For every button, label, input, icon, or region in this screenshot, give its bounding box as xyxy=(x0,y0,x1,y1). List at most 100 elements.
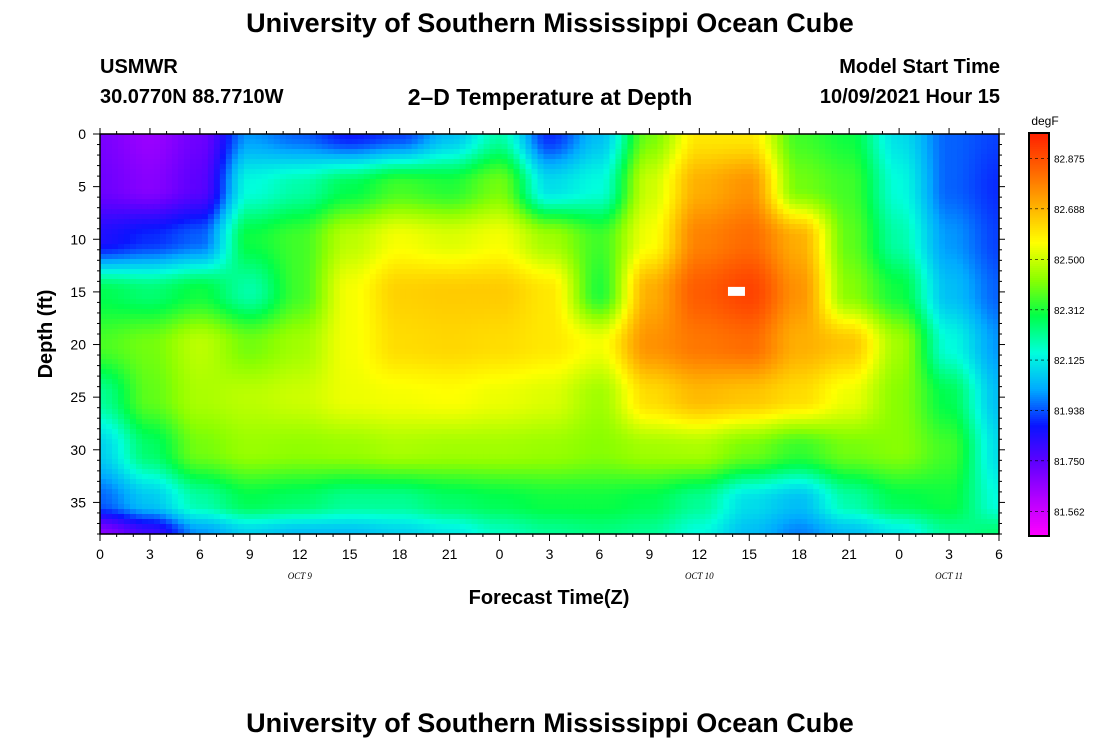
heatmap-cell xyxy=(939,214,946,220)
heatmap-cell xyxy=(321,259,329,265)
heatmap-cell xyxy=(795,209,802,215)
heatmap-cell xyxy=(537,269,545,275)
heatmap-cell xyxy=(849,269,856,275)
heatmap-cell xyxy=(681,209,688,215)
heatmap-cell xyxy=(237,184,245,190)
heatmap-cell xyxy=(171,239,179,245)
heatmap-cell xyxy=(363,204,371,210)
heatmap-cell xyxy=(747,224,754,230)
heatmap-cell xyxy=(387,274,395,280)
heatmap-cell xyxy=(363,169,371,175)
heatmap-cell xyxy=(615,149,623,155)
heatmap-cell xyxy=(915,224,922,230)
heatmap-cell xyxy=(615,164,623,170)
heatmap-cell xyxy=(621,249,629,255)
heatmap-cell xyxy=(927,274,934,280)
heatmap-cell xyxy=(147,229,155,235)
heatmap-cell xyxy=(585,204,593,210)
heatmap-cell xyxy=(279,184,287,190)
heatmap-cell xyxy=(885,214,892,220)
heatmap-cell xyxy=(309,179,317,185)
heatmap-cell xyxy=(291,229,299,235)
heatmap-cell xyxy=(909,259,916,265)
heatmap-cell xyxy=(951,289,958,295)
heatmap-cell xyxy=(351,239,359,245)
heatmap-cell xyxy=(549,279,557,285)
heatmap-cell xyxy=(477,134,485,140)
heatmap-cell xyxy=(303,254,311,260)
heatmap-cell xyxy=(579,189,587,195)
heatmap-cell xyxy=(213,254,221,260)
heatmap-cell xyxy=(675,279,682,285)
heatmap-cell xyxy=(537,214,545,220)
heatmap-cell xyxy=(771,204,778,210)
heatmap-cell xyxy=(993,244,1000,250)
heatmap-cell xyxy=(681,164,688,170)
heatmap-cell xyxy=(249,189,257,195)
heatmap-cell xyxy=(369,214,377,220)
heatmap-cell xyxy=(405,254,413,260)
heatmap-cell xyxy=(453,164,461,170)
heatmap-cell xyxy=(219,289,227,295)
heatmap-cell xyxy=(429,254,437,260)
heatmap-cell xyxy=(297,149,305,155)
heatmap-cell xyxy=(105,284,113,290)
heatmap-cell xyxy=(621,219,629,225)
heatmap-cell xyxy=(663,249,670,255)
heatmap-cell xyxy=(405,139,413,145)
heatmap-cell xyxy=(789,174,796,180)
heatmap-cell xyxy=(345,229,353,235)
heatmap-cell xyxy=(657,209,664,215)
heatmap-cell xyxy=(201,239,209,245)
heatmap-cell xyxy=(435,269,443,275)
heatmap-cell xyxy=(837,279,844,285)
heatmap-cell xyxy=(387,179,395,185)
heatmap-cell xyxy=(159,184,167,190)
heatmap-cell xyxy=(477,244,485,250)
heatmap-cell xyxy=(543,169,551,175)
heatmap-cell xyxy=(615,209,623,215)
heatmap-cell xyxy=(897,164,904,170)
heatmap-cell xyxy=(981,284,988,290)
heatmap-cell xyxy=(801,274,808,280)
heatmap-cell xyxy=(735,254,742,260)
heatmap-cell xyxy=(861,224,868,230)
heatmap-cell xyxy=(411,239,419,245)
heatmap-cell xyxy=(615,194,623,200)
heatmap-cell xyxy=(813,134,820,140)
heatmap-cell xyxy=(327,279,335,285)
heatmap-cell xyxy=(165,134,173,140)
heatmap-cell xyxy=(105,249,113,255)
heatmap-cell xyxy=(777,144,784,150)
heatmap-cell xyxy=(975,204,982,210)
heatmap-cell xyxy=(471,179,479,185)
heatmap-cell xyxy=(909,214,916,220)
heatmap-cell xyxy=(501,284,509,290)
heatmap-cell xyxy=(459,199,467,205)
heatmap-cell xyxy=(699,284,706,290)
heatmap-cell xyxy=(705,179,712,185)
heatmap-cell xyxy=(747,214,754,220)
heatmap-cell xyxy=(333,284,341,290)
heatmap-cell xyxy=(591,134,599,140)
heatmap-cell xyxy=(249,254,257,260)
heatmap-cell xyxy=(117,289,125,295)
heatmap-cell xyxy=(537,279,545,285)
heatmap-cell xyxy=(879,144,886,150)
heatmap-cell xyxy=(489,279,497,285)
heatmap-cell xyxy=(711,134,718,140)
heatmap-cell xyxy=(837,259,844,265)
heatmap-cell xyxy=(801,209,808,215)
heatmap-cell xyxy=(879,239,886,245)
heatmap-cell xyxy=(417,279,425,285)
heatmap-cell xyxy=(375,139,383,145)
heatmap-cell xyxy=(963,254,970,260)
heatmap-cell xyxy=(663,164,670,170)
heatmap-cell xyxy=(525,249,533,255)
heatmap-cell xyxy=(471,259,479,265)
heatmap-cell xyxy=(303,199,311,205)
heatmap-cell xyxy=(501,244,509,250)
heatmap-cell xyxy=(375,214,383,220)
heatmap-cell xyxy=(423,179,431,185)
heatmap-cell xyxy=(381,184,389,190)
